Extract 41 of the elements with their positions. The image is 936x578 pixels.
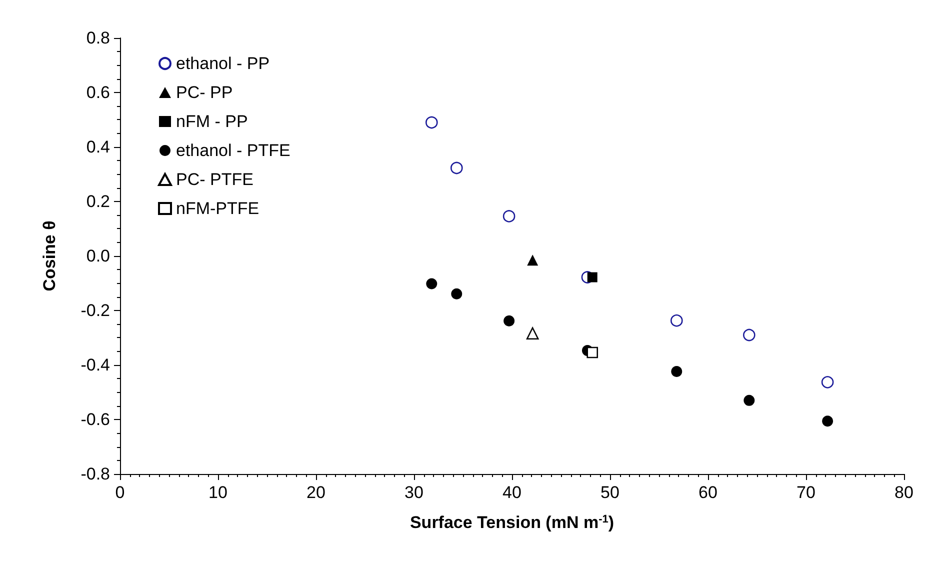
x-tick-label: 20 bbox=[306, 483, 326, 502]
y-tick-label: 0.8 bbox=[86, 28, 110, 48]
x-tick-label: 10 bbox=[208, 483, 228, 502]
x-tick-label: 50 bbox=[600, 483, 620, 502]
point bbox=[450, 162, 463, 174]
legend-label: PC- PP bbox=[176, 83, 233, 102]
legend-label: ethanol - PTFE bbox=[176, 141, 290, 160]
x-tick-label: 70 bbox=[796, 483, 816, 502]
x-tick-label: 60 bbox=[698, 483, 718, 502]
point bbox=[426, 278, 438, 290]
point bbox=[426, 116, 438, 129]
point bbox=[587, 272, 598, 282]
point bbox=[821, 376, 834, 388]
x-tick-label: 40 bbox=[502, 483, 522, 502]
y-tick-label: 0.4 bbox=[86, 138, 110, 156]
y-tick-label: 0.2 bbox=[86, 192, 110, 211]
point bbox=[822, 416, 834, 427]
point bbox=[504, 315, 515, 326]
point bbox=[502, 210, 516, 222]
point bbox=[743, 328, 756, 342]
x-tick-label: 80 bbox=[894, 483, 914, 502]
y-tick-label: -0.2 bbox=[80, 301, 110, 320]
y-tick-label: 0.6 bbox=[86, 83, 110, 102]
y-tick-label: 0.0 bbox=[86, 246, 110, 266]
legend-label: nFM-PTFE bbox=[176, 199, 260, 218]
point bbox=[527, 254, 538, 266]
point bbox=[451, 288, 462, 300]
y-tick-label: -0.6 bbox=[80, 410, 110, 429]
point bbox=[744, 394, 755, 406]
legend-label: ethanol - PP bbox=[176, 54, 270, 73]
x-tick-label: 30 bbox=[404, 483, 424, 502]
point bbox=[671, 366, 682, 378]
x-tick-label: 0 bbox=[115, 483, 125, 502]
y-axis-title: Cosine θ bbox=[40, 220, 59, 292]
y-tick-label: -0.4 bbox=[80, 356, 110, 374]
point bbox=[586, 346, 598, 358]
point bbox=[670, 314, 683, 327]
y-tick-label: -0.8 bbox=[80, 464, 110, 484]
legend-label: nFM - PP bbox=[176, 112, 248, 131]
legend-label: PC- PTFE bbox=[176, 170, 254, 189]
point bbox=[526, 327, 539, 340]
